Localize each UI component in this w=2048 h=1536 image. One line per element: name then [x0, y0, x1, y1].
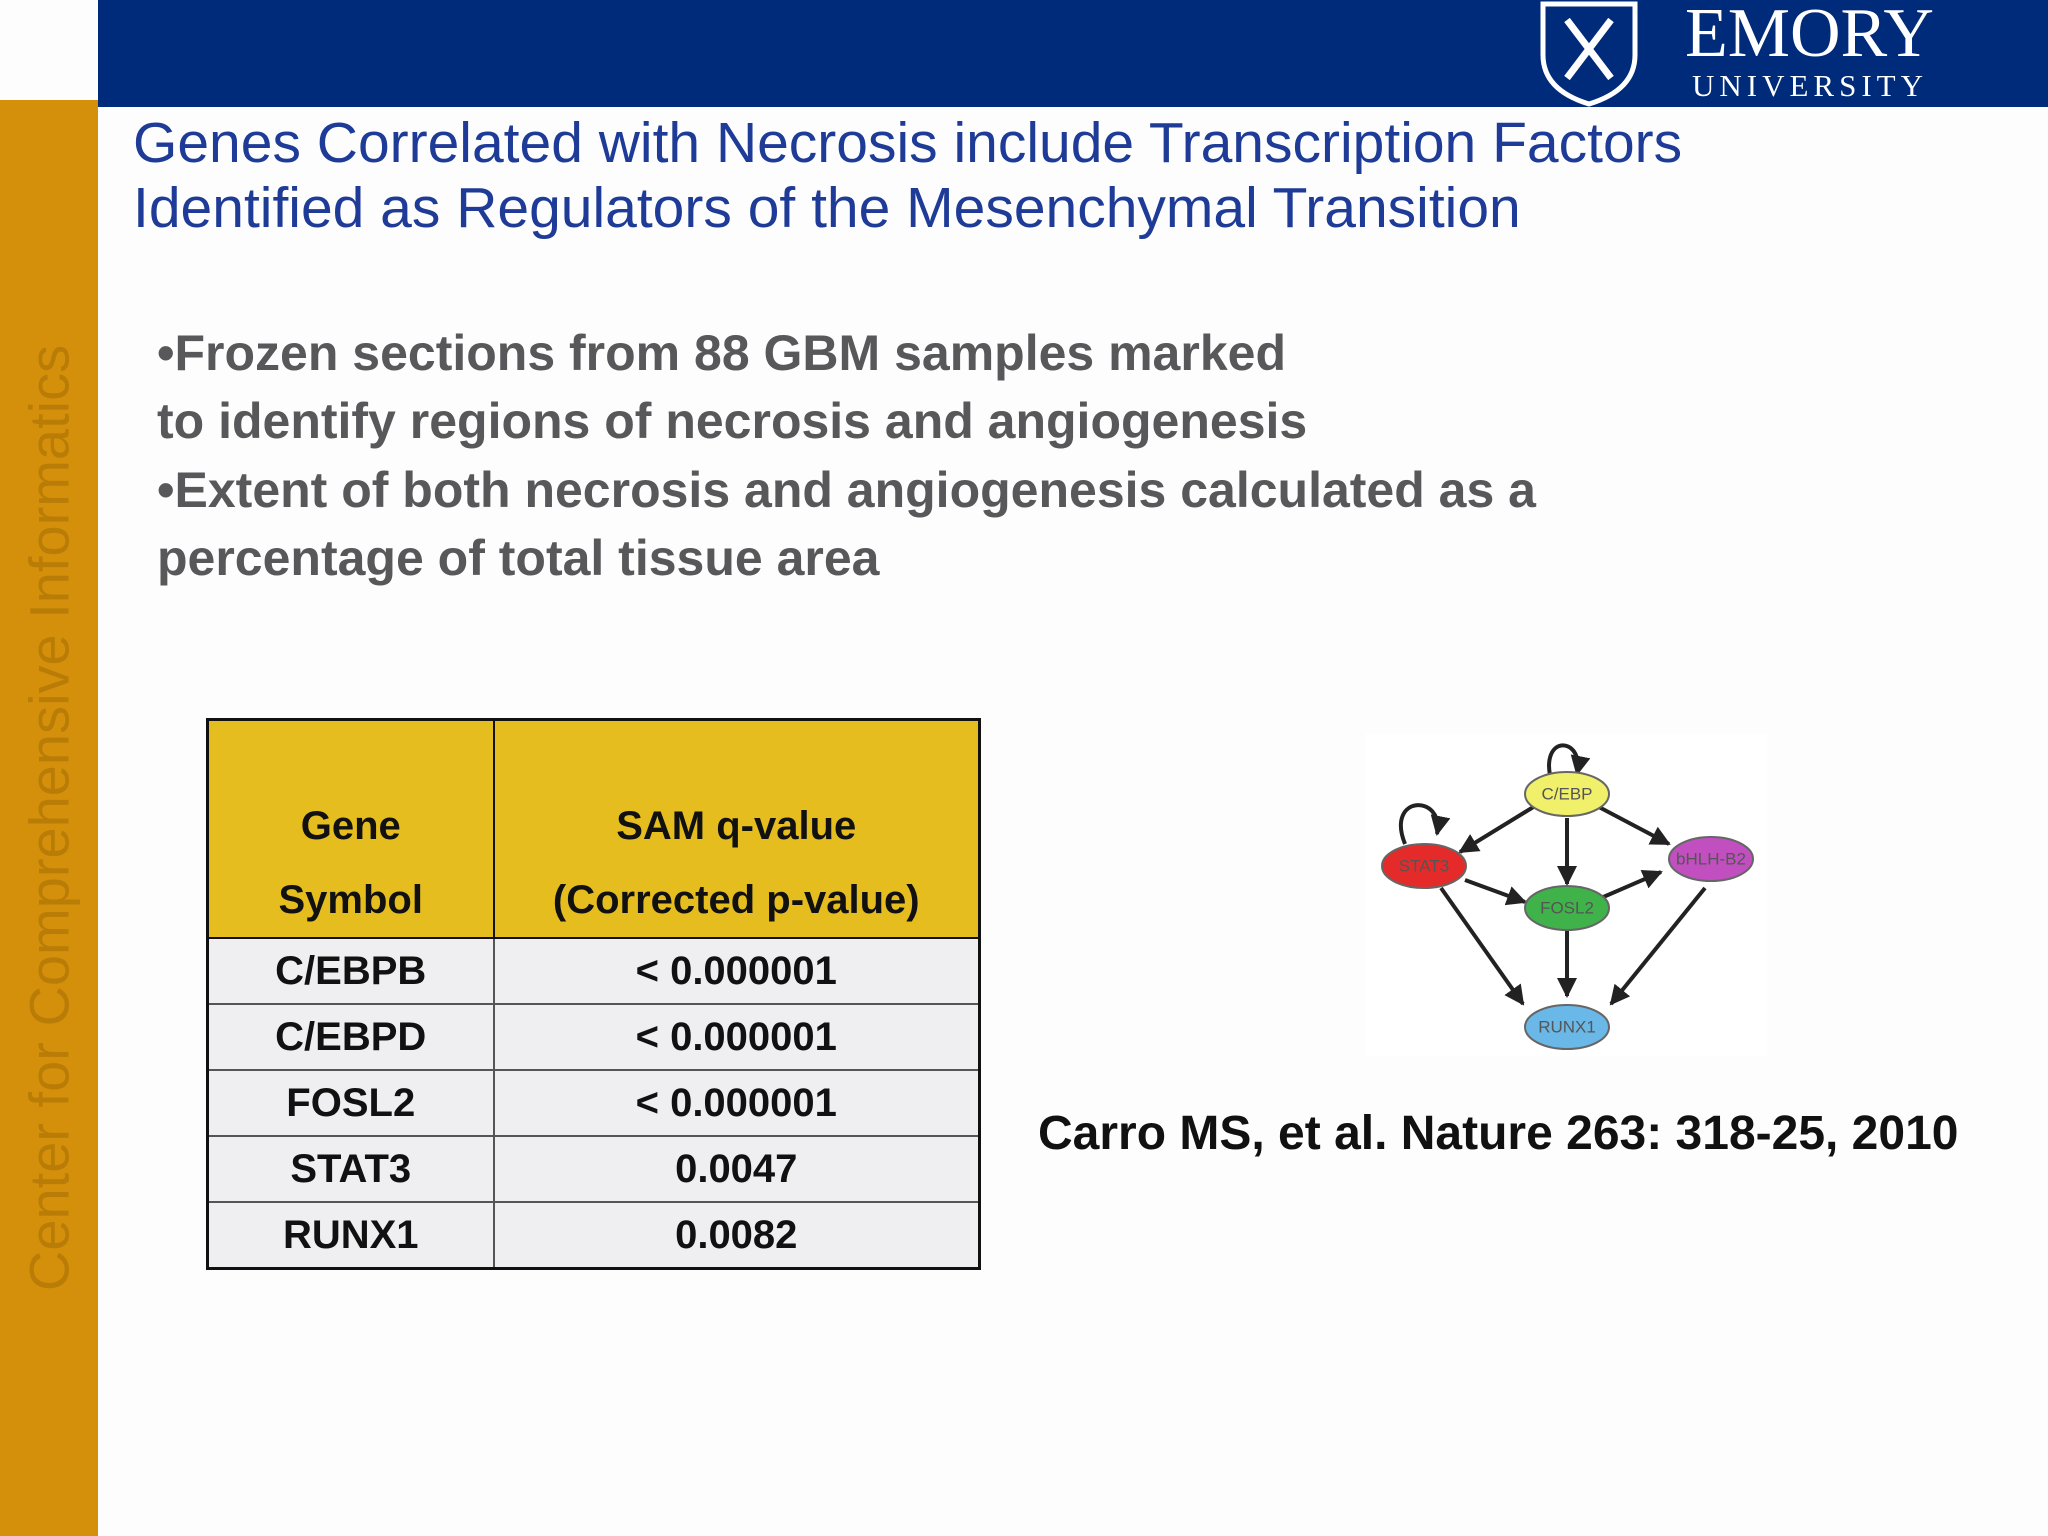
table-row: FOSL2 < 0.000001: [206, 1069, 981, 1137]
header-cell: Gene Symbol: [206, 718, 495, 939]
edges: [1398, 743, 1707, 1006]
title: Identified as Regulators of the Mesenchy…: [133, 176, 1521, 240]
header-cell: SAM q-value (Corrected p-value): [492, 718, 981, 939]
header-line: (Corrected p-value): [552, 878, 920, 922]
node-label: RUNX1: [1538, 1017, 1596, 1036]
table-cell: 0.0082: [492, 1201, 981, 1270]
header-bar: [98, 0, 2048, 107]
node: [1668, 836, 1754, 882]
sidebar: [0, 100, 98, 1536]
node-label: STAT3: [1399, 856, 1449, 875]
header-line: SAM q-value: [616, 804, 857, 848]
logo-name: EMORY: [1685, 0, 1934, 72]
table-row: C/EBPD < 0.000001: [206, 1003, 981, 1071]
bullet: to identify regions of necrosis and angi…: [157, 393, 1308, 449]
bullet: percentage of total tissue area: [157, 530, 880, 586]
table-cell: STAT3: [206, 1135, 495, 1203]
header-line: Symbol: [278, 878, 423, 922]
edge: [1398, 803, 1451, 845]
logo-shield: [1540, 1, 1638, 107]
node: [1524, 771, 1610, 817]
table-row: C/EBPB < 0.000001: [206, 937, 981, 1005]
node-label: C/EBP: [1541, 784, 1592, 803]
table-cell: RUNX1: [206, 1201, 495, 1270]
table-cell: < 0.000001: [492, 937, 981, 1005]
header-line: Gene: [300, 804, 401, 848]
table-header: Gene Symbol SAM q-value (Corrected p-value…: [206, 718, 981, 939]
citation: Carro MS, et al. Nature 263: 318-25, 201…: [1038, 1107, 1959, 1160]
node-label: bHLH-B2: [1676, 849, 1746, 868]
logo: EMORY UNIVERSITY: [1540, 0, 1934, 107]
edge: [1596, 804, 1671, 846]
edge: [1439, 886, 1525, 1006]
nodes: C/EBP STAT3 bHLH-B2 FOSL2 RUNX1: [1381, 771, 1754, 1050]
title: Genes Correlated with Necrosis include T…: [133, 111, 1683, 175]
table-row: RUNX1 0.0082: [206, 1201, 981, 1270]
edge: [1600, 869, 1663, 900]
logo-sub: UNIVERSITY: [1692, 68, 1928, 103]
node: [1524, 1004, 1610, 1050]
table-cell: C/EBPD: [206, 1003, 495, 1071]
node-label: FOSL2: [1540, 898, 1594, 917]
table: Gene Symbol SAM q-value (Corrected p-value…: [206, 718, 981, 1270]
table-cell: FOSL2: [206, 1069, 495, 1137]
edge: [1458, 804, 1537, 854]
network-diagram: C/EBP STAT3 bHLH-B2 FOSL2 RUNX1: [1365, 734, 1767, 1056]
sidebar-text: Center for Comprehensive Informatics: [17, 344, 81, 1292]
edge: [1547, 743, 1591, 787]
logo-torches: [1564, 17, 1614, 81]
table-cell: 0.0047: [492, 1135, 981, 1203]
node: [1381, 843, 1467, 889]
node: [1524, 885, 1610, 931]
table-cell: < 0.000001: [492, 1069, 981, 1137]
bullet: •Extent of both necrosis and angiogenesi…: [157, 462, 1536, 518]
bullet: •Frozen sections from 88 GBM samples mar…: [157, 325, 1286, 381]
edge: [1464, 878, 1527, 906]
table-row: STAT3 0.0047: [206, 1135, 981, 1203]
table-cell: C/EBPB: [206, 937, 495, 1005]
edge: [1609, 886, 1707, 1006]
table-cell: < 0.000001: [492, 1003, 981, 1071]
